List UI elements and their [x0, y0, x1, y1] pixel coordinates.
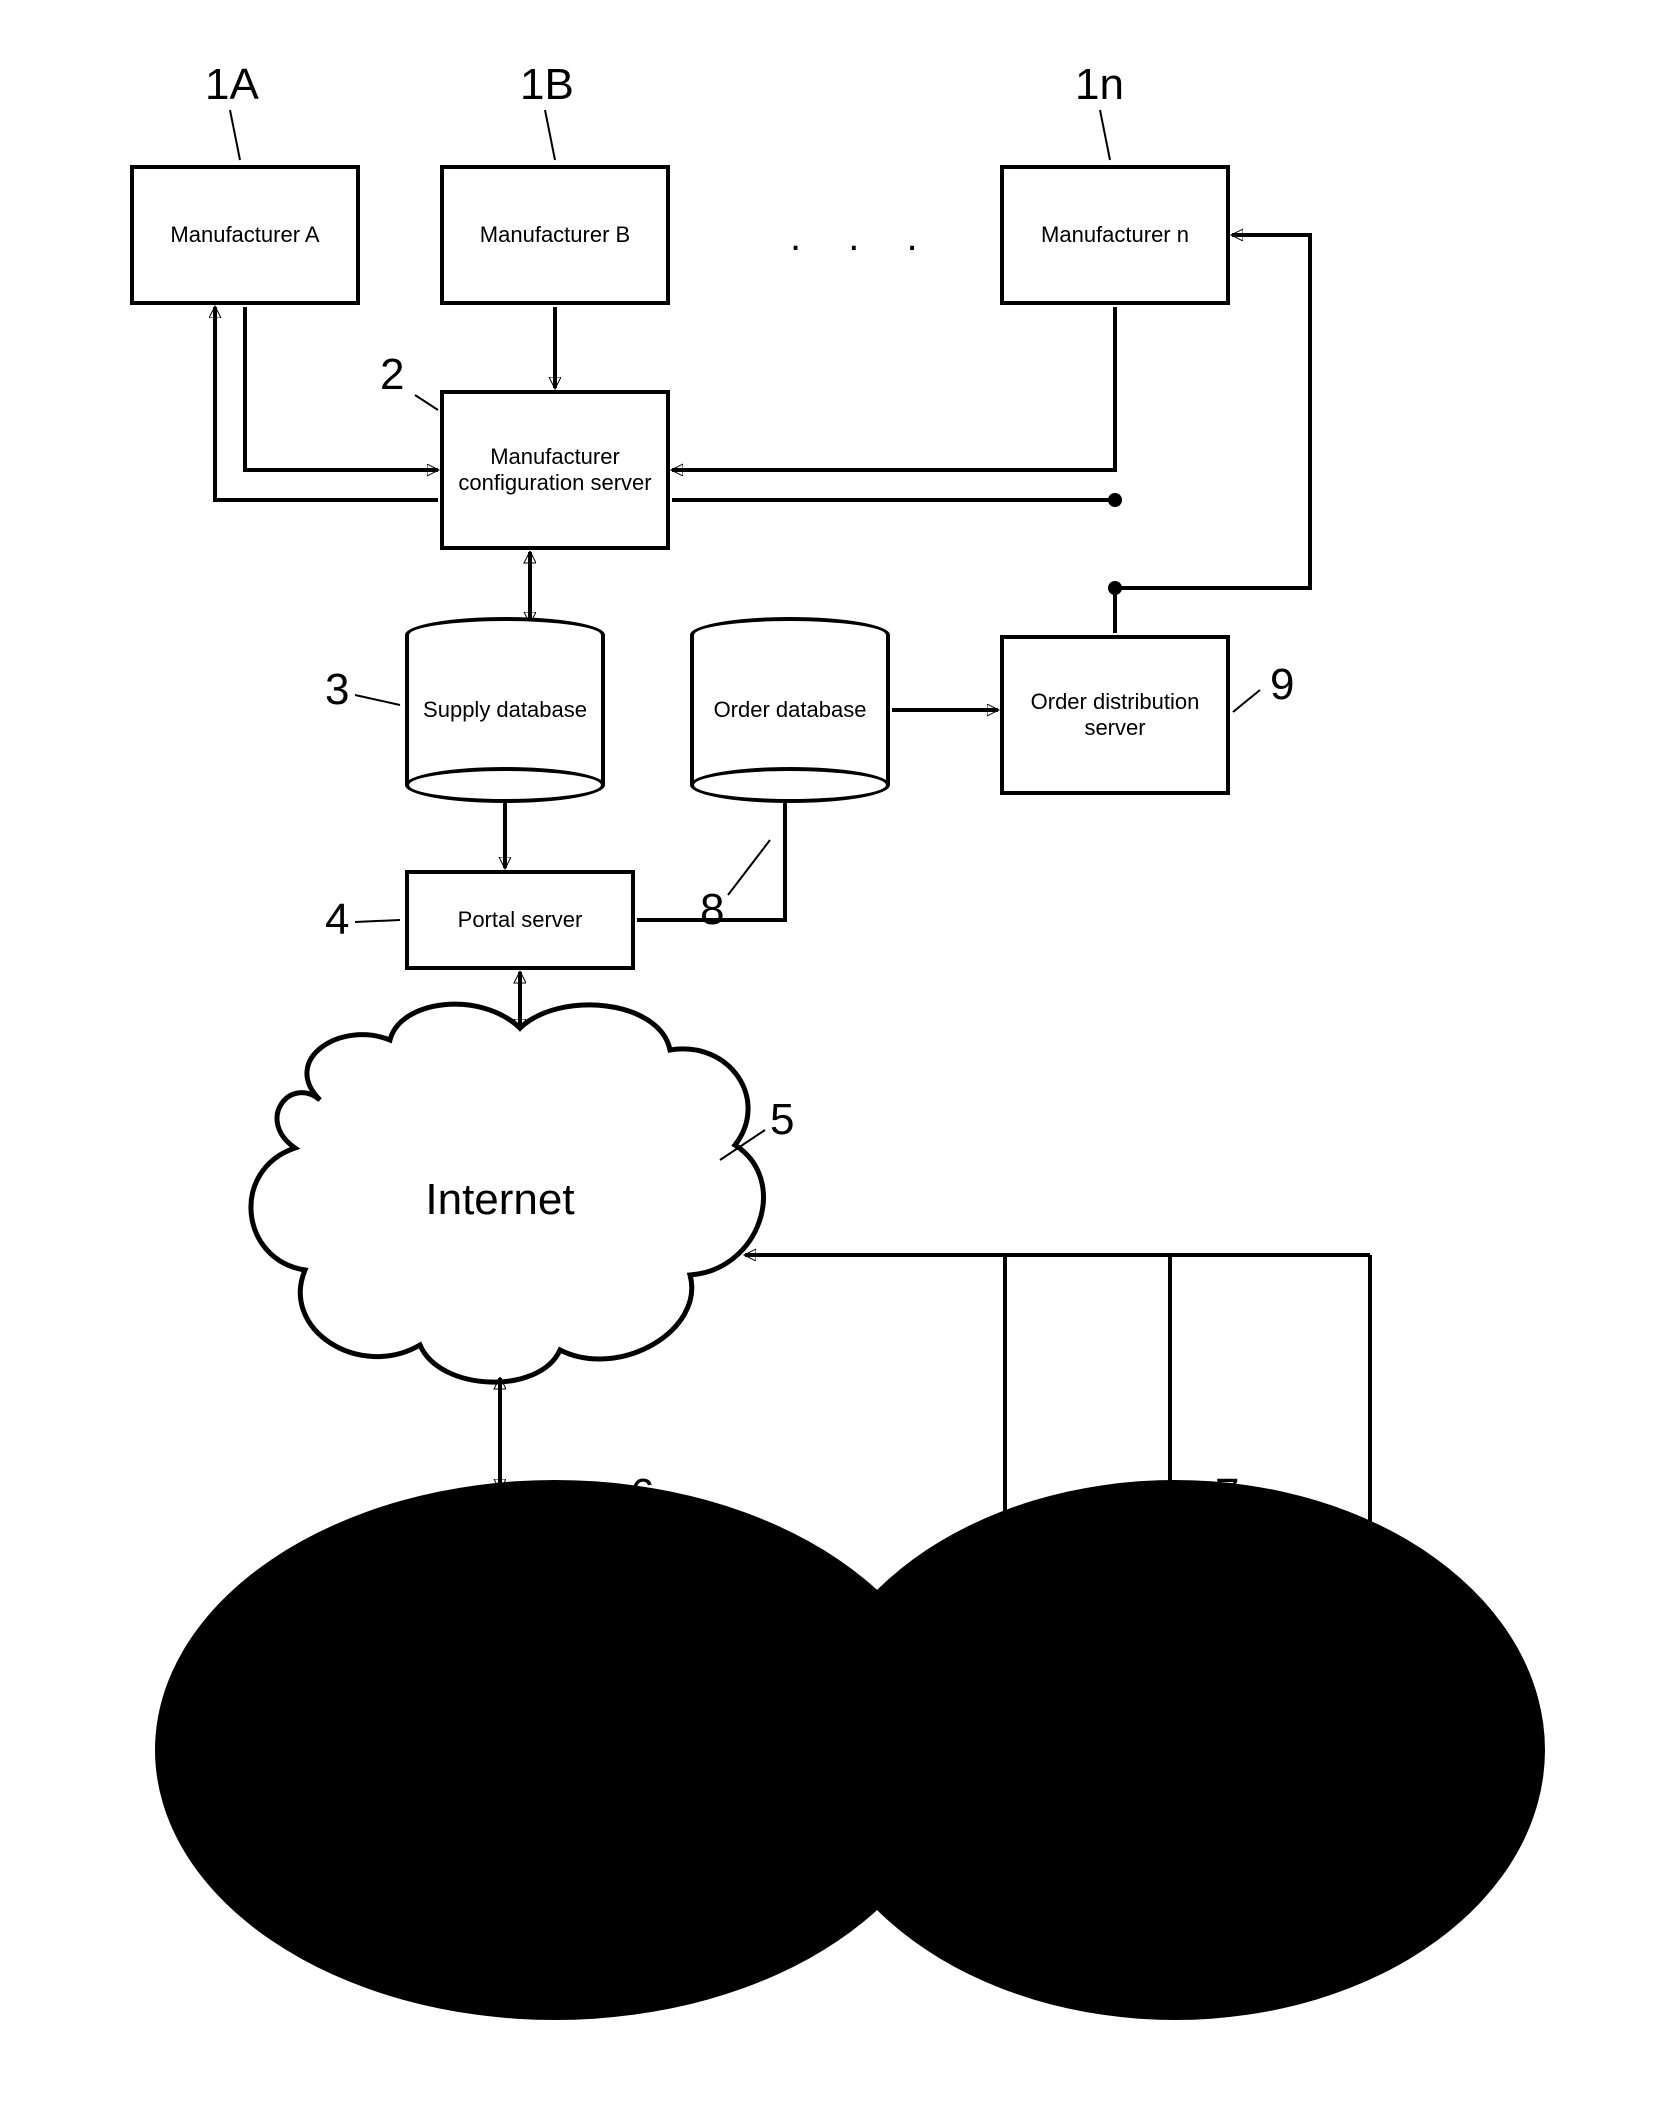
ref-61: 61	[335, 1700, 380, 1745]
ref-1n: 1n	[1075, 60, 1124, 110]
group-6-ellipse	[155, 1480, 955, 2020]
manufacturers-ellipsis: . . .	[790, 215, 936, 260]
ref-9: 9	[1270, 660, 1294, 710]
manufacturer-a-box: Manufacturer A	[130, 165, 360, 305]
ref-71: 71	[1060, 1682, 1105, 1727]
ref-74: 74	[1450, 1822, 1495, 1867]
ref-62: 62	[570, 1795, 615, 1840]
supply-database-cylinder: Supply database	[405, 635, 605, 785]
order-dist-server-box: Order distribution server	[1000, 635, 1230, 795]
manufacturer-n-box: Manufacturer n	[1000, 165, 1230, 305]
portal-server-label: Portal server	[458, 907, 583, 933]
ref-7: 7	[1215, 1470, 1239, 1520]
ref-72: 72	[1260, 1795, 1305, 1840]
computer-63-icon	[720, 1720, 810, 1814]
manufacturer-a-label: Manufacturer A	[170, 222, 319, 248]
computer-71-icon	[945, 1680, 1025, 1744]
manufacturer-b-label: Manufacturer B	[480, 222, 630, 248]
config-server-box: Manufacturer configuration server	[440, 390, 670, 550]
connections-layer	[0, 0, 1655, 2103]
computer-62-icon	[420, 1770, 545, 1880]
ref-6: 6	[630, 1470, 654, 1520]
diagram-canvas: Manufacturer A Manufacturer B Manufactur…	[0, 0, 1655, 2103]
portal-server-box: Portal server	[405, 870, 635, 970]
manufacturer-b-box: Manufacturer B	[440, 165, 670, 305]
ref-1a: 1A	[205, 60, 259, 110]
supply-database-label: Supply database	[411, 697, 599, 723]
order-database-label: Order database	[702, 697, 879, 723]
ref-1b: 1B	[520, 60, 574, 110]
computer-73-icon	[1320, 1670, 1390, 1744]
computer-74-icon	[1360, 1820, 1418, 1886]
config-server-label: Manufacturer configuration server	[452, 444, 658, 496]
ref-4: 4	[325, 895, 349, 945]
order-dist-server-label: Order distribution server	[1012, 689, 1218, 741]
manufacturer-n-label: Manufacturer n	[1041, 222, 1189, 248]
order-database-cylinder: Order database	[690, 635, 890, 785]
ref-63: 63	[845, 1735, 890, 1780]
ref-5: 5	[770, 1095, 794, 1145]
ref-8: 8	[700, 885, 724, 935]
ref-73: 73	[1435, 1670, 1480, 1715]
ref-2: 2	[380, 350, 404, 400]
computer-61-icon	[240, 1695, 320, 1759]
group-7-ellipse	[805, 1480, 1545, 2020]
computer-72-icon	[1075, 1760, 1215, 1875]
ref-3: 3	[325, 665, 349, 715]
internet-label: Internet	[400, 1175, 600, 1225]
